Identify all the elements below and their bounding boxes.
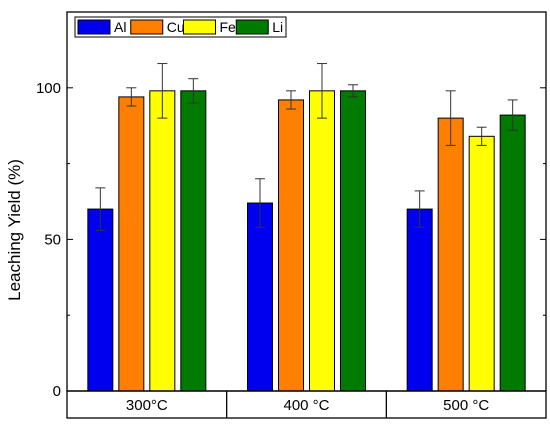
legend-label-fe: Fe [220,19,237,35]
x-tick-label: 400 °C [283,397,329,414]
bar-li [499,114,526,392]
y-tick-label: 0 [53,383,61,400]
legend-label-li: Li [272,19,283,35]
legend-box [74,16,287,38]
legend-swatch-fe [183,19,216,35]
bar-li [180,90,207,392]
x-tick-label: 500 °C [443,397,489,414]
legend-label-al: Al [114,19,126,35]
bar-fe [468,135,495,392]
bar-al [247,202,273,392]
bar-fe [309,90,335,392]
bars-group [87,90,526,392]
bar-fe [149,90,176,392]
y-tick-label: 50 [44,231,61,248]
bar-li [340,90,366,392]
bar-cu [118,96,145,392]
error-bars-group [95,63,518,231]
x-tick-label: 300°C [126,397,168,414]
category-band [66,390,547,419]
legend-swatch-li [235,19,269,35]
legend-label-cu: Cu [167,19,185,35]
bar-al [87,208,114,392]
bar-al [406,208,433,392]
y-tick-label: 100 [36,80,61,97]
legend: Al Cu Fe Li [74,16,287,38]
axes-group: 300°C 400 °C 500 °C 0 50 100 [36,11,547,419]
y-axis-title: Leaching Yield (%) [5,159,24,301]
bar-cu [278,99,304,392]
legend-swatch-cu [130,19,164,35]
legend-swatch-al [77,19,111,35]
bar-cu [437,117,464,392]
